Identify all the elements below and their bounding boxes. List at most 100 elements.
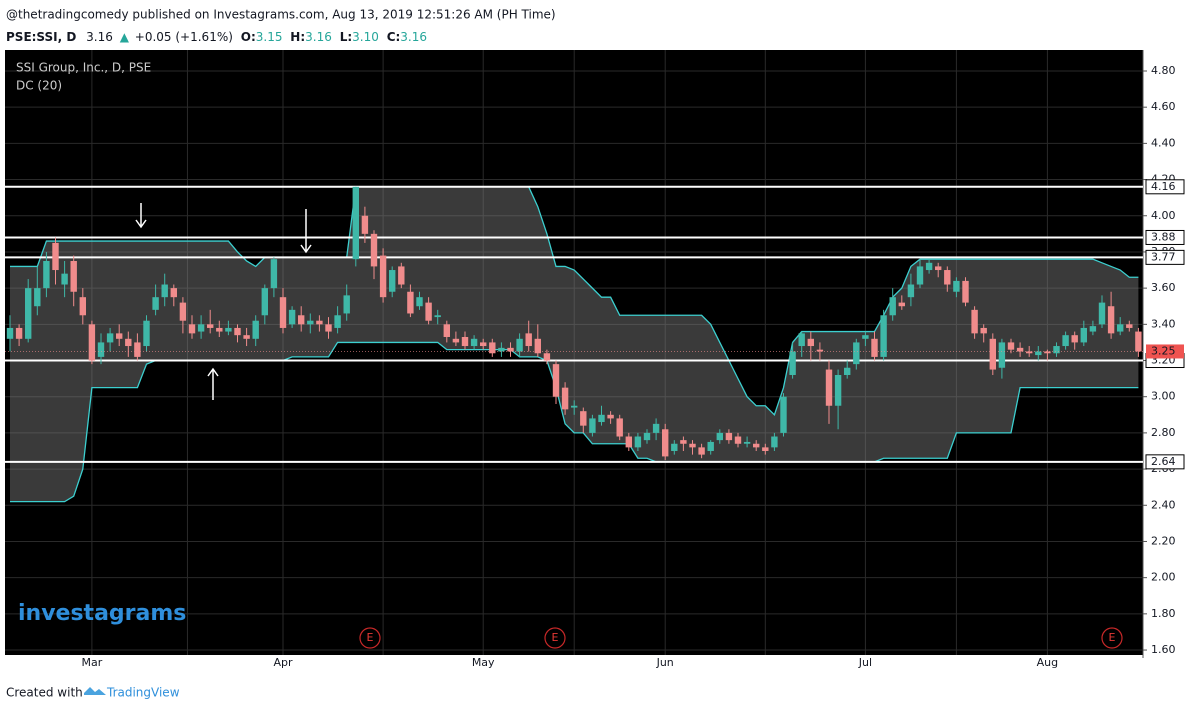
candle-body <box>207 324 214 328</box>
candle-body <box>25 288 32 339</box>
candle-body <box>1098 302 1106 325</box>
candle-body <box>743 441 751 444</box>
candle-body <box>698 447 705 455</box>
candle-body <box>1080 327 1087 343</box>
candle-body <box>6 327 14 339</box>
candle-body <box>170 288 177 298</box>
candle-body <box>134 342 141 357</box>
series-legend: SSI Group, Inc., D, PSE <box>16 61 151 75</box>
candle-body <box>1117 324 1124 332</box>
candle-body <box>834 374 842 406</box>
candle-body <box>916 266 924 285</box>
candle-body <box>79 297 86 316</box>
level-box <box>1145 179 1185 195</box>
candle-body <box>907 284 915 298</box>
candle-body <box>680 440 687 444</box>
last-price-box <box>1146 344 1184 359</box>
candle-body <box>343 295 350 314</box>
arrow-down <box>135 203 147 229</box>
candle-body <box>88 324 96 361</box>
candle-body <box>1044 351 1051 354</box>
dc-fill <box>10 186 1139 502</box>
candle-body <box>1062 335 1069 347</box>
candle-body <box>316 320 323 325</box>
last: 3.16 <box>86 30 113 44</box>
candle-body <box>516 338 523 352</box>
indicator-legend: DC (20) <box>16 79 62 93</box>
candle-body <box>61 273 68 285</box>
candle-body <box>1016 347 1024 352</box>
candle-body <box>734 436 742 444</box>
candle-body <box>634 436 642 448</box>
earnings-label: E <box>1109 631 1116 644</box>
o-label: O: <box>241 30 256 44</box>
y-tick-label: 4.40 <box>1151 136 1176 149</box>
candle-body <box>580 411 587 426</box>
candle-body <box>753 443 760 448</box>
candle-body <box>725 432 733 441</box>
candle-body <box>789 351 796 375</box>
candle-body <box>106 333 114 343</box>
candle-body <box>962 280 969 303</box>
candle-body <box>1126 324 1133 328</box>
last-price-label: 3.25 <box>1151 344 1176 357</box>
candle-body <box>689 443 696 448</box>
candle-body <box>216 327 223 332</box>
y-tick-label: 2.80 <box>1151 426 1176 439</box>
up-icon: ▲ <box>120 30 130 44</box>
earnings-marker <box>1101 627 1123 649</box>
candle-body <box>780 396 787 433</box>
candle-body <box>552 364 560 397</box>
y-tick-label: 2.40 <box>1151 498 1176 511</box>
candle-body <box>279 297 287 328</box>
candle-body <box>1053 346 1060 354</box>
candle-body <box>425 302 432 321</box>
candle-body <box>716 432 723 441</box>
annotation-arrows <box>135 203 312 400</box>
close: 3.16 <box>400 30 427 44</box>
l-label: L: <box>340 30 352 44</box>
candle-body <box>379 255 387 298</box>
candle-body <box>543 353 551 361</box>
y-tick-label: 4.60 <box>1151 100 1176 113</box>
candle-body <box>1035 351 1042 356</box>
candle-body <box>361 215 369 234</box>
arrow-up <box>207 367 219 400</box>
candle-body <box>225 327 232 332</box>
symbol: PSE:SSI, D <box>6 30 76 44</box>
candle-body <box>862 335 869 339</box>
candle-body <box>1007 342 1015 350</box>
candle-body <box>179 302 187 321</box>
candle-body <box>234 327 241 336</box>
candle-body <box>143 320 150 347</box>
earnings-label: E <box>552 631 559 644</box>
arrow-down <box>300 209 312 254</box>
candle-body <box>816 349 824 352</box>
candle-body <box>652 423 660 433</box>
footer-brand: TradingView <box>106 686 180 700</box>
candle-body <box>243 335 250 339</box>
y-tick-label: 1.60 <box>1151 643 1176 656</box>
high: 3.16 <box>305 30 332 44</box>
candle-body <box>480 342 487 347</box>
candle-body <box>43 260 50 289</box>
candle-body <box>116 333 123 339</box>
candle-body <box>898 302 905 307</box>
candle-body <box>152 297 159 310</box>
candle-body <box>971 309 978 334</box>
candle-body <box>470 338 478 347</box>
level-label: 3.77 <box>1151 250 1176 263</box>
candle-body <box>1135 331 1142 352</box>
candle-body <box>389 270 396 292</box>
candle-body <box>998 342 1006 368</box>
candle-body <box>161 284 168 298</box>
candle-body <box>489 342 496 354</box>
candle-body <box>643 432 651 441</box>
candle-body <box>370 233 378 267</box>
candle-body <box>307 320 314 325</box>
candle-body <box>15 327 23 339</box>
candle-body <box>70 260 77 292</box>
x-tick-label: Aug <box>1037 656 1058 669</box>
low: 3.10 <box>352 30 379 44</box>
